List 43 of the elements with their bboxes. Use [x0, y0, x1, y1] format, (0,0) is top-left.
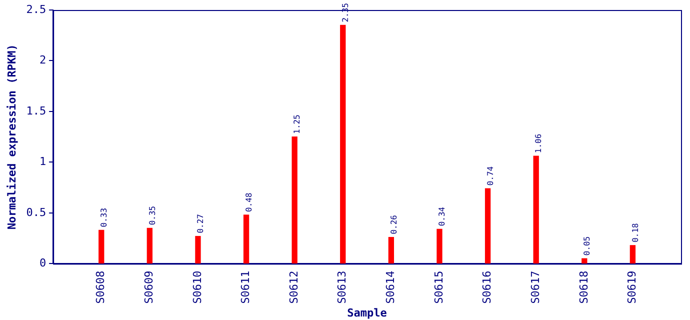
data-label: 0.74 [486, 166, 495, 186]
data-label: 0.18 [630, 222, 640, 242]
x-tick-label: S0614 [384, 270, 398, 304]
data-label: 0.35 [148, 206, 157, 226]
bar [292, 136, 298, 264]
data-label: 1.25 [292, 114, 302, 134]
bar [195, 236, 201, 264]
bar [533, 156, 539, 264]
y-axis-title: Normalized expression (RPKM) [5, 44, 18, 230]
data-label: 0.26 [389, 214, 398, 234]
x-tick-label: S0613 [336, 270, 349, 304]
bar [582, 258, 588, 264]
bar [146, 228, 153, 264]
bar [388, 236, 394, 264]
x-tick-label: S0608 [94, 270, 108, 304]
x-tick-label: S0615 [432, 270, 446, 304]
x-tick-label: S0616 [480, 270, 494, 304]
bar [630, 245, 636, 264]
data-label: 0.48 [244, 192, 254, 212]
x-tick-label: S0618 [577, 270, 590, 304]
x-tick-label: S0617 [528, 270, 542, 304]
data-label: 0.05 [582, 236, 592, 256]
y-tick-label: 0 [39, 256, 46, 270]
bar [484, 188, 491, 264]
y-tick-label: 2.5 [26, 2, 46, 16]
x-tick-label: S0611 [239, 270, 252, 304]
x-tick-label: S0610 [190, 270, 204, 304]
y-tick-label: 1.5 [26, 104, 46, 118]
bar [243, 214, 250, 264]
data-label: 0.27 [196, 214, 206, 234]
x-tick-label: S0619 [626, 270, 639, 304]
bar [98, 230, 104, 264]
bar [340, 24, 346, 264]
data-label: 1.06 [534, 134, 544, 154]
x-tick-label: S0609 [142, 270, 156, 304]
x-tick-label: S0612 [287, 270, 300, 304]
x-axis-title: Sample [347, 306, 388, 320]
data-label: 0.34 [438, 206, 447, 226]
y-tick-label: 2 [39, 54, 46, 67]
data-label: 0.33 [99, 208, 108, 228]
y-tick-label: 0.5 [26, 206, 46, 219]
y-tick-label: 1 [39, 155, 46, 168]
bar [436, 228, 442, 264]
